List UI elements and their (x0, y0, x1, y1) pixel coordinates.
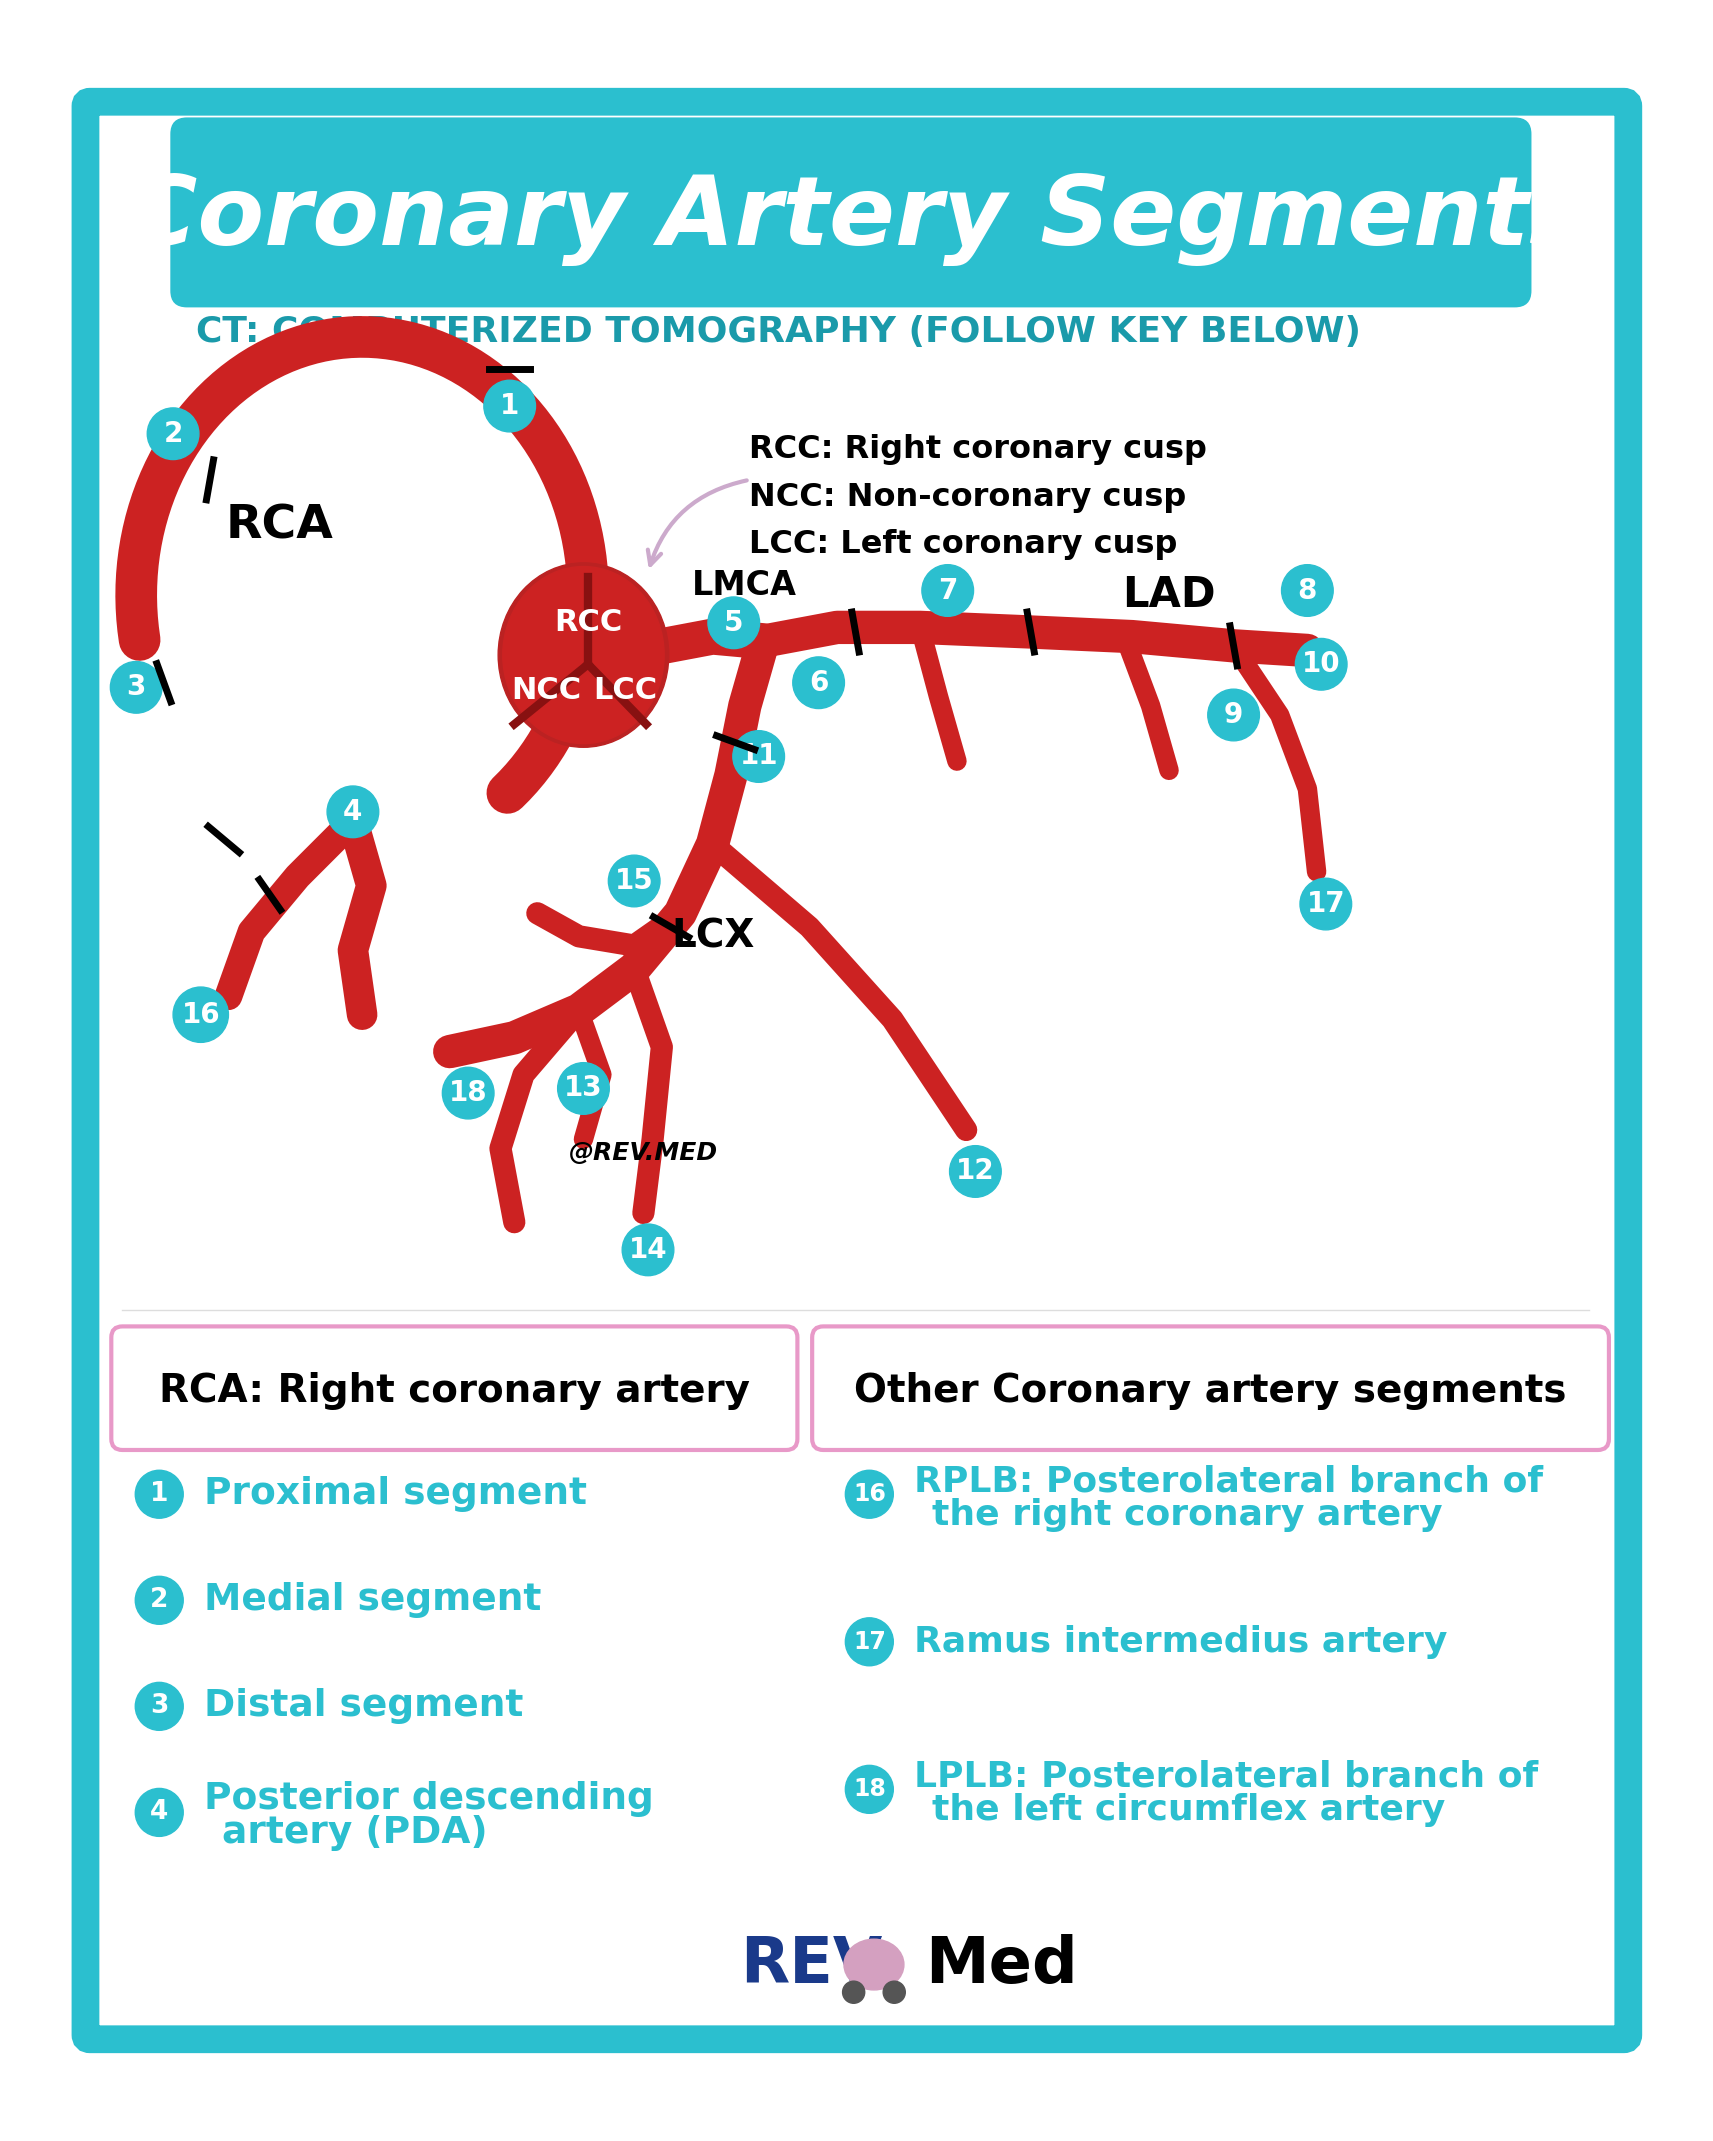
Text: 17: 17 (853, 1629, 886, 1653)
Circle shape (733, 730, 785, 781)
Circle shape (442, 1066, 493, 1120)
Circle shape (845, 1766, 892, 1813)
Text: LPLB: Posterolateral branch of: LPLB: Posterolateral branch of (913, 1760, 1538, 1794)
Text: 8: 8 (1298, 576, 1317, 604)
Circle shape (135, 1471, 183, 1518)
Text: 4: 4 (343, 799, 363, 826)
Text: Med: Med (925, 1933, 1077, 1995)
Text: the left circumflex artery: the left circumflex artery (932, 1792, 1446, 1826)
Circle shape (884, 1980, 904, 2004)
Circle shape (845, 1471, 892, 1518)
Circle shape (1208, 689, 1259, 741)
Circle shape (135, 1683, 183, 1730)
Text: Other Coronary artery segments: Other Coronary artery segments (855, 1372, 1567, 1411)
Circle shape (622, 1225, 673, 1276)
Text: Ramus intermedius artery: Ramus intermedius artery (913, 1625, 1447, 1659)
Text: 1: 1 (151, 1482, 168, 1507)
Text: 16: 16 (853, 1482, 886, 1507)
Text: 16: 16 (182, 1000, 219, 1028)
Text: RCA: Right coronary artery: RCA: Right coronary artery (159, 1372, 750, 1411)
Text: 5: 5 (725, 608, 743, 636)
Text: 1: 1 (500, 392, 519, 420)
Circle shape (843, 1980, 865, 2004)
Text: REV: REV (740, 1933, 882, 1995)
Circle shape (558, 1062, 610, 1113)
Text: @REV.MED: @REV.MED (569, 1141, 718, 1165)
Circle shape (707, 597, 759, 649)
Ellipse shape (498, 563, 668, 747)
Text: 13: 13 (564, 1075, 603, 1103)
FancyBboxPatch shape (812, 1327, 1609, 1449)
Text: RCC: Right coronary cusp
NCC: Non-coronary cusp
LCC: Left coronary cusp: RCC: Right coronary cusp NCC: Non-corona… (750, 435, 1208, 561)
Text: 9: 9 (1225, 700, 1244, 728)
Text: artery (PDA): artery (PDA) (223, 1816, 488, 1850)
Text: 11: 11 (740, 743, 778, 771)
FancyBboxPatch shape (111, 1327, 798, 1449)
Circle shape (147, 409, 199, 460)
Text: LAD: LAD (1122, 574, 1216, 617)
Text: 18: 18 (449, 1079, 488, 1107)
Circle shape (793, 657, 845, 709)
Text: Coronary Artery Segments: Coronary Artery Segments (127, 173, 1586, 265)
Text: NCC: NCC (512, 677, 582, 704)
Text: 17: 17 (1307, 891, 1345, 918)
Text: 4: 4 (151, 1798, 168, 1826)
Circle shape (1295, 638, 1346, 689)
Text: 14: 14 (629, 1235, 668, 1263)
Text: Medial segment: Medial segment (204, 1582, 541, 1619)
Text: 18: 18 (853, 1777, 886, 1801)
Circle shape (327, 786, 379, 837)
Text: 7: 7 (939, 576, 958, 604)
Text: LMCA: LMCA (692, 570, 797, 602)
Text: 2: 2 (151, 1586, 168, 1614)
Text: the right coronary artery: the right coronary artery (932, 1497, 1442, 1531)
Text: RCA: RCA (224, 503, 332, 548)
Circle shape (135, 1788, 183, 1837)
Text: CT: COMPUTERIZED TOMOGRAPHY (FOLLOW KEY BELOW): CT: COMPUTERIZED TOMOGRAPHY (FOLLOW KEY … (197, 315, 1362, 349)
Text: LCX: LCX (671, 916, 754, 955)
Text: Posterior descending: Posterior descending (204, 1781, 653, 1818)
Circle shape (608, 854, 660, 908)
Ellipse shape (845, 1940, 904, 1989)
Circle shape (1281, 565, 1333, 617)
Text: RPLB: Posterolateral branch of: RPLB: Posterolateral branch of (913, 1464, 1543, 1499)
Text: Distal segment: Distal segment (204, 1689, 522, 1724)
Text: 2: 2 (163, 420, 183, 447)
Ellipse shape (504, 567, 665, 743)
Text: 6: 6 (809, 668, 829, 696)
Text: 10: 10 (1302, 651, 1341, 679)
Circle shape (845, 1619, 892, 1666)
Text: 15: 15 (615, 867, 654, 895)
Circle shape (949, 1145, 1000, 1197)
Text: 12: 12 (956, 1158, 995, 1186)
Text: LCC: LCC (593, 677, 658, 704)
Text: Proximal segment: Proximal segment (204, 1477, 586, 1512)
Circle shape (483, 381, 536, 432)
Text: 3: 3 (151, 1694, 168, 1719)
Text: RCC: RCC (553, 608, 622, 638)
Circle shape (173, 987, 228, 1043)
Circle shape (1300, 878, 1352, 929)
FancyBboxPatch shape (170, 118, 1531, 308)
Circle shape (135, 1576, 183, 1625)
Text: 3: 3 (127, 672, 146, 702)
Circle shape (110, 662, 163, 713)
Circle shape (922, 565, 973, 617)
